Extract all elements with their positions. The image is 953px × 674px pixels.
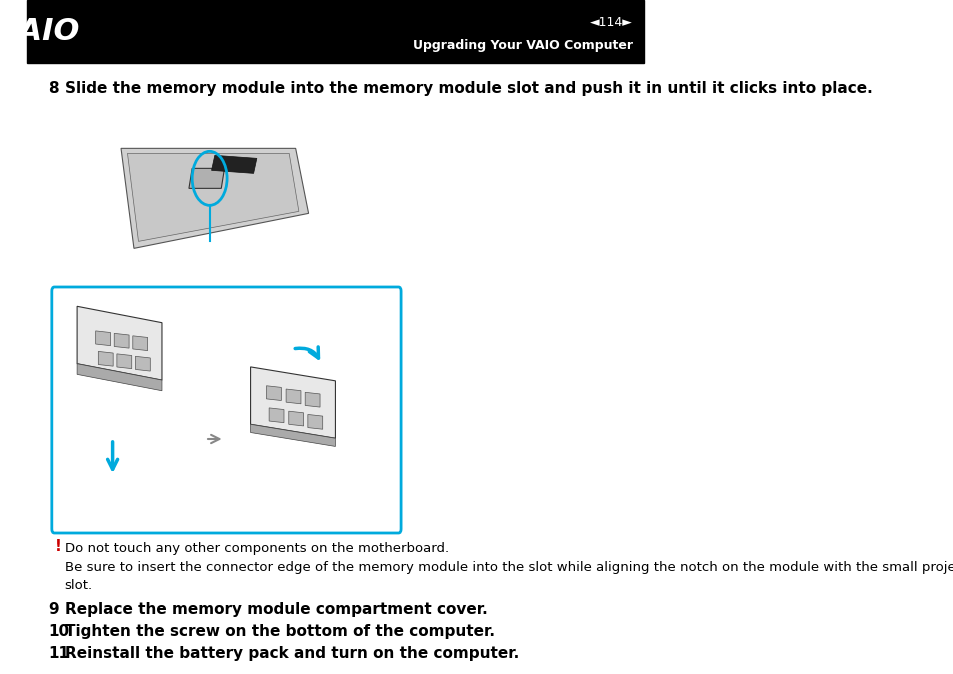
Polygon shape	[135, 357, 151, 371]
Text: ◄114►: ◄114►	[589, 16, 632, 29]
Polygon shape	[128, 154, 298, 241]
Polygon shape	[121, 148, 308, 248]
Text: Slide the memory module into the memory module slot and push it in until it clic: Slide the memory module into the memory …	[65, 82, 872, 96]
Polygon shape	[266, 386, 281, 400]
Text: Reinstall the battery pack and turn on the computer.: Reinstall the battery pack and turn on t…	[65, 646, 518, 661]
Polygon shape	[308, 415, 322, 429]
Polygon shape	[114, 334, 129, 348]
Text: 8: 8	[48, 82, 58, 96]
Polygon shape	[286, 389, 300, 404]
Polygon shape	[98, 351, 113, 366]
Text: Be sure to insert the connector edge of the memory module into the slot while al: Be sure to insert the connector edge of …	[65, 561, 953, 574]
FancyBboxPatch shape	[51, 287, 400, 533]
Text: 9: 9	[48, 602, 58, 617]
Polygon shape	[117, 354, 132, 369]
Bar	[28, 0, 643, 63]
Text: 10: 10	[48, 624, 69, 639]
Polygon shape	[77, 306, 162, 380]
Polygon shape	[212, 155, 256, 173]
Text: Tighten the screw on the bottom of the computer.: Tighten the screw on the bottom of the c…	[65, 624, 495, 639]
Text: VAIO: VAIO	[0, 17, 80, 47]
Polygon shape	[189, 168, 224, 188]
Polygon shape	[251, 425, 335, 446]
Text: slot.: slot.	[65, 579, 92, 592]
Text: Upgrading Your VAIO Computer: Upgrading Your VAIO Computer	[413, 39, 632, 52]
Polygon shape	[95, 331, 111, 346]
Text: Replace the memory module compartment cover.: Replace the memory module compartment co…	[65, 602, 487, 617]
Polygon shape	[77, 364, 162, 391]
Polygon shape	[305, 392, 319, 407]
Text: !: !	[54, 539, 61, 554]
Polygon shape	[132, 336, 148, 350]
Polygon shape	[289, 411, 303, 426]
Polygon shape	[269, 408, 284, 423]
Polygon shape	[251, 367, 335, 438]
Text: Do not touch any other components on the motherboard.: Do not touch any other components on the…	[65, 542, 449, 555]
Text: 11: 11	[48, 646, 69, 661]
